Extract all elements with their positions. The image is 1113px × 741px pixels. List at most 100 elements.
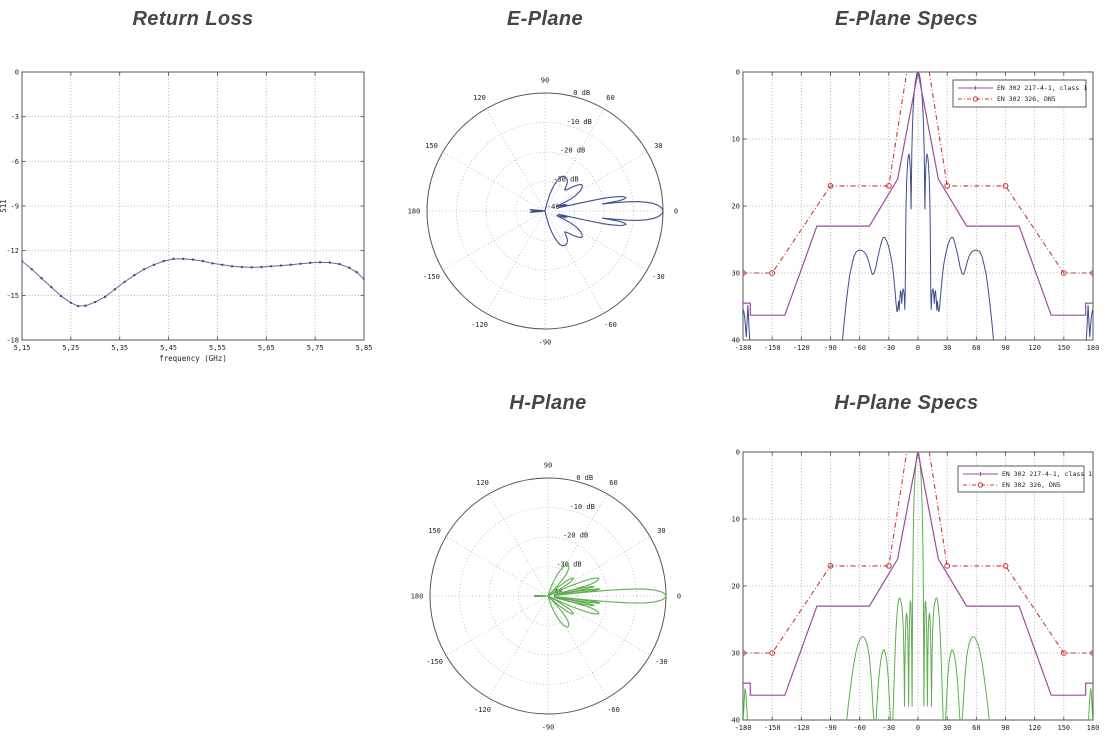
svg-text:5,25: 5,25 [62,344,79,352]
svg-text:-30: -30 [883,344,896,352]
svg-text:0 dB: 0 dB [573,89,590,97]
svg-text:-3: -3 [11,113,19,121]
svg-text:-90: -90 [542,724,555,732]
svg-text:-30: -30 [655,658,668,666]
svg-text:120: 120 [473,94,486,102]
svg-text:180: 180 [1087,344,1100,352]
svg-text:-10: -10 [730,136,740,144]
svg-text:180: 180 [1087,724,1100,732]
svg-text:-20: -20 [730,203,740,211]
svg-text:30: 30 [943,724,951,732]
svg-text:-12: -12 [6,247,19,255]
h-plane-specs-panel: H-Plane Specs -180 -150 -120 -90 -60 -30 0 30 60… [730,380,1113,741]
svg-text:5,35: 5,35 [111,344,128,352]
svg-text:-40: -40 [730,717,740,725]
svg-text:-30: -30 [730,650,740,658]
svg-text:-60: -60 [853,724,866,732]
svg-text:30: 30 [943,344,951,352]
svg-text:-150: -150 [764,344,781,352]
svg-text:-18: -18 [6,337,19,345]
svg-text:-90: -90 [539,339,552,347]
svg-text:-6: -6 [11,158,19,166]
svg-text:60: 60 [606,94,614,102]
svg-text:-180: -180 [735,344,752,352]
svg-text:0: 0 [736,69,740,77]
svg-text:150: 150 [428,527,441,535]
svg-text:EN 302 217-4-1, class 1: EN 302 217-4-1, class 1 [1002,470,1092,478]
h-plane-polar-panel: H-Plane 0 30 60 90 120 150 180 -150 -120 -90 -60 -3… [400,380,730,741]
svg-text:-10: -10 [730,516,740,524]
svg-text:60: 60 [972,344,980,352]
svg-text:-150: -150 [426,658,443,666]
e-plane-specs-plot: -180 -150 -120 -90 -60 -30 0 30 60 90 120 150 180 0 -1… [730,69,1100,353]
svg-text:0: 0 [15,69,19,77]
e-plane-title: E-Plane [506,8,584,30]
svg-text:150: 150 [425,142,438,150]
svg-text:5,65: 5,65 [258,344,275,352]
svg-text:90: 90 [1001,724,1009,732]
h-plane-polar-plot: 0 30 60 90 120 150 180 -150 -120 -90 -60 -30 0 dB -10… [411,462,681,732]
svg-text:-10 dB: -10 dB [570,503,595,511]
svg-text:-30: -30 [730,270,740,278]
svg-text:-120: -120 [793,344,810,352]
svg-text:EN 302 326, DN5: EN 302 326, DN5 [997,95,1056,103]
svg-text:-40: -40 [547,203,560,211]
svg-text:0: 0 [677,593,681,601]
svg-text:-20 dB: -20 dB [560,147,585,155]
svg-text:-180: -180 [735,724,752,732]
svg-text:120: 120 [1028,724,1041,732]
svg-text:5,55: 5,55 [209,344,226,352]
svg-text:EN 302 217-4-1, class 1: EN 302 217-4-1, class 1 [997,84,1087,92]
svg-text:frequency (GHz): frequency (GHz) [159,354,227,363]
svg-text:150: 150 [1058,724,1071,732]
h-plane-specs-title: H-Plane Specs [834,392,979,414]
svg-text:5,45: 5,45 [160,344,177,352]
svg-text:0: 0 [916,724,920,732]
svg-text:0: 0 [736,449,740,457]
svg-text:-150: -150 [764,724,781,732]
svg-text:90: 90 [541,77,549,85]
svg-text:0: 0 [916,344,920,352]
svg-text:-40: -40 [730,337,740,345]
svg-text:-30: -30 [652,273,665,281]
svg-text:0 dB: 0 dB [576,474,593,482]
svg-text:-90: -90 [824,344,837,352]
e-plane-polar-plot: 0 30 60 90 120 150 180 -150 -120 -90 -60 -30 0 dB -10… [408,77,678,347]
svg-text:60: 60 [609,479,617,487]
svg-text:-60: -60 [604,321,617,329]
e-plane-polar-panel: E-Plane 0 30 60 90 120 150 180 -150 -120 -90 -60 -3… [400,0,730,370]
return-loss-plot: 5,15 5,25 5,35 5,45 5,55 5,65 5,75 5,85 0 -3 -6 -9 -… [0,69,373,364]
return-loss-title: Return Loss [132,8,254,30]
return-loss-panel: Return Loss 5,15 5,25 5,35 5,45 5,55 5,65 5,75… [0,0,380,370]
svg-text:-150: -150 [423,273,440,281]
svg-text:-60: -60 [607,706,620,714]
svg-text:90: 90 [1001,344,1009,352]
svg-text:180: 180 [408,208,421,216]
svg-text:90: 90 [544,462,552,470]
svg-text:-60: -60 [853,344,866,352]
h-plane-specs-plot: -180 -150 -120 -90 -60 -30 0 30 60 90 120 150 180 0 -1… [730,449,1100,733]
svg-text:30: 30 [657,527,665,535]
svg-text:-15: -15 [6,292,19,300]
svg-text:-20: -20 [730,583,740,591]
svg-text:S11: S11 [0,199,8,213]
svg-text:-120: -120 [471,321,488,329]
svg-text:30: 30 [654,142,662,150]
svg-text:-9: -9 [11,203,19,211]
h-plane-title: H-Plane [509,392,587,414]
svg-text:180: 180 [411,593,424,601]
svg-text:120: 120 [1028,344,1041,352]
svg-text:-90: -90 [824,724,837,732]
svg-text:-10 dB: -10 dB [567,118,592,126]
svg-text:150: 150 [1058,344,1071,352]
svg-text:5,15: 5,15 [14,344,31,352]
svg-text:60: 60 [972,724,980,732]
svg-text:0: 0 [674,208,678,216]
svg-text:-120: -120 [474,706,491,714]
svg-text:EN 302 326, DN5: EN 302 326, DN5 [1002,481,1061,489]
svg-text:-30: -30 [883,724,896,732]
svg-text:-30 dB: -30 dB [556,560,581,568]
svg-text:-120: -120 [793,724,810,732]
svg-text:5,85: 5,85 [356,344,373,352]
svg-text:-20 dB: -20 dB [563,532,588,540]
